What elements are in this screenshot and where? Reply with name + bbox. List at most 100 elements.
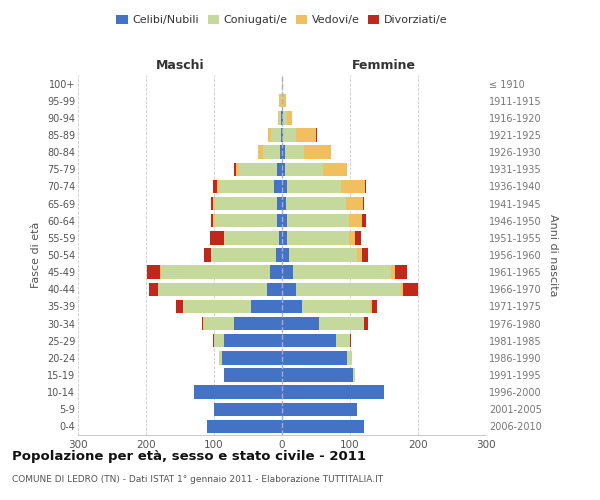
Bar [347, 351, 352, 364]
Bar [282, 317, 319, 330]
Bar [316, 128, 317, 141]
Bar [176, 300, 183, 313]
Bar [296, 282, 401, 296]
Bar [184, 300, 251, 313]
Bar [268, 128, 271, 141]
Bar [282, 300, 302, 313]
Bar [282, 180, 287, 193]
Bar [217, 180, 220, 193]
Bar [289, 248, 357, 262]
Bar [282, 146, 285, 159]
Bar [281, 111, 282, 124]
Bar [214, 197, 215, 210]
Bar [158, 282, 267, 296]
Bar [282, 420, 364, 433]
Bar [202, 317, 203, 330]
Bar [372, 300, 377, 313]
Bar [263, 146, 280, 159]
Bar [282, 368, 353, 382]
Bar [287, 214, 349, 228]
Bar [277, 162, 282, 176]
Bar [149, 282, 158, 296]
Bar [337, 334, 350, 347]
Bar [280, 146, 282, 159]
Bar [210, 231, 224, 244]
Bar [224, 368, 282, 382]
Bar [346, 197, 363, 210]
Bar [362, 248, 368, 262]
Bar [349, 231, 355, 244]
Bar [214, 180, 217, 193]
Bar [362, 214, 365, 228]
Bar [282, 351, 347, 364]
Bar [282, 128, 283, 141]
Bar [282, 214, 287, 228]
Bar [403, 282, 418, 296]
Bar [278, 231, 282, 244]
Bar [282, 266, 293, 279]
Bar [224, 231, 278, 244]
Bar [350, 334, 352, 347]
Bar [270, 266, 282, 279]
Bar [355, 231, 361, 244]
Bar [281, 128, 282, 141]
Bar [363, 197, 364, 210]
Bar [282, 248, 289, 262]
Bar [251, 300, 282, 313]
Bar [282, 231, 287, 244]
Text: Femmine: Femmine [352, 58, 416, 71]
Bar [161, 266, 270, 279]
Bar [239, 162, 277, 176]
Bar [235, 162, 236, 176]
Bar [257, 146, 263, 159]
Bar [319, 317, 364, 330]
Bar [271, 128, 281, 141]
Bar [281, 94, 282, 108]
Bar [211, 248, 276, 262]
Bar [282, 77, 283, 90]
Bar [219, 351, 222, 364]
Bar [282, 197, 286, 210]
Bar [304, 146, 331, 159]
Bar [194, 386, 282, 399]
Bar [204, 248, 211, 262]
Bar [274, 180, 282, 193]
Bar [283, 111, 287, 124]
Bar [211, 214, 214, 228]
Bar [203, 317, 204, 330]
Bar [296, 128, 316, 141]
Bar [282, 111, 283, 124]
Bar [278, 111, 279, 124]
Text: Popolazione per età, sesso e stato civile - 2011: Popolazione per età, sesso e stato civil… [12, 450, 366, 463]
Bar [224, 334, 282, 347]
Bar [401, 282, 403, 296]
Bar [286, 197, 346, 210]
Bar [277, 197, 282, 210]
Bar [279, 111, 281, 124]
Bar [277, 214, 282, 228]
Legend: Celibi/Nubili, Coniugati/e, Vedovi/e, Divorziati/e: Celibi/Nubili, Coniugati/e, Vedovi/e, Di… [112, 10, 452, 30]
Bar [204, 317, 235, 330]
Bar [341, 180, 365, 193]
Bar [282, 334, 337, 347]
Bar [286, 162, 323, 176]
Bar [215, 214, 277, 228]
Bar [282, 386, 384, 399]
Bar [364, 317, 368, 330]
Bar [283, 94, 286, 108]
Bar [353, 368, 355, 382]
Bar [365, 180, 367, 193]
Bar [236, 162, 239, 176]
Bar [214, 402, 282, 416]
Bar [293, 266, 391, 279]
Bar [214, 214, 215, 228]
Bar [214, 334, 224, 347]
Bar [287, 180, 341, 193]
Bar [282, 402, 357, 416]
Bar [285, 146, 304, 159]
Bar [282, 162, 286, 176]
Bar [222, 351, 282, 364]
Bar [287, 231, 349, 244]
Bar [215, 197, 277, 210]
Bar [283, 128, 296, 141]
